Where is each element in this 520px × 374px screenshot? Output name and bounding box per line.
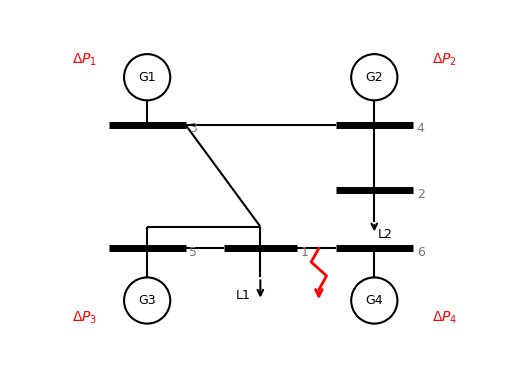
Text: 5: 5 (189, 245, 198, 258)
Text: G3: G3 (138, 294, 156, 307)
Text: 2: 2 (417, 188, 424, 201)
Text: 3: 3 (189, 122, 198, 135)
Circle shape (351, 54, 397, 100)
Circle shape (124, 278, 170, 324)
Circle shape (351, 278, 397, 324)
Circle shape (124, 54, 170, 100)
Text: G4: G4 (366, 294, 383, 307)
Text: $\Delta P_4$: $\Delta P_4$ (432, 309, 458, 326)
Text: L2: L2 (378, 228, 393, 241)
Text: 4: 4 (417, 122, 424, 135)
Text: G2: G2 (366, 71, 383, 84)
Text: $\Delta P_1$: $\Delta P_1$ (72, 51, 98, 68)
Text: $\Delta P_2$: $\Delta P_2$ (432, 51, 457, 68)
Text: G1: G1 (138, 71, 156, 84)
Text: L1: L1 (236, 289, 251, 303)
Text: 1: 1 (301, 245, 309, 258)
Text: $\Delta P_3$: $\Delta P_3$ (72, 309, 98, 326)
Text: 6: 6 (417, 245, 424, 258)
